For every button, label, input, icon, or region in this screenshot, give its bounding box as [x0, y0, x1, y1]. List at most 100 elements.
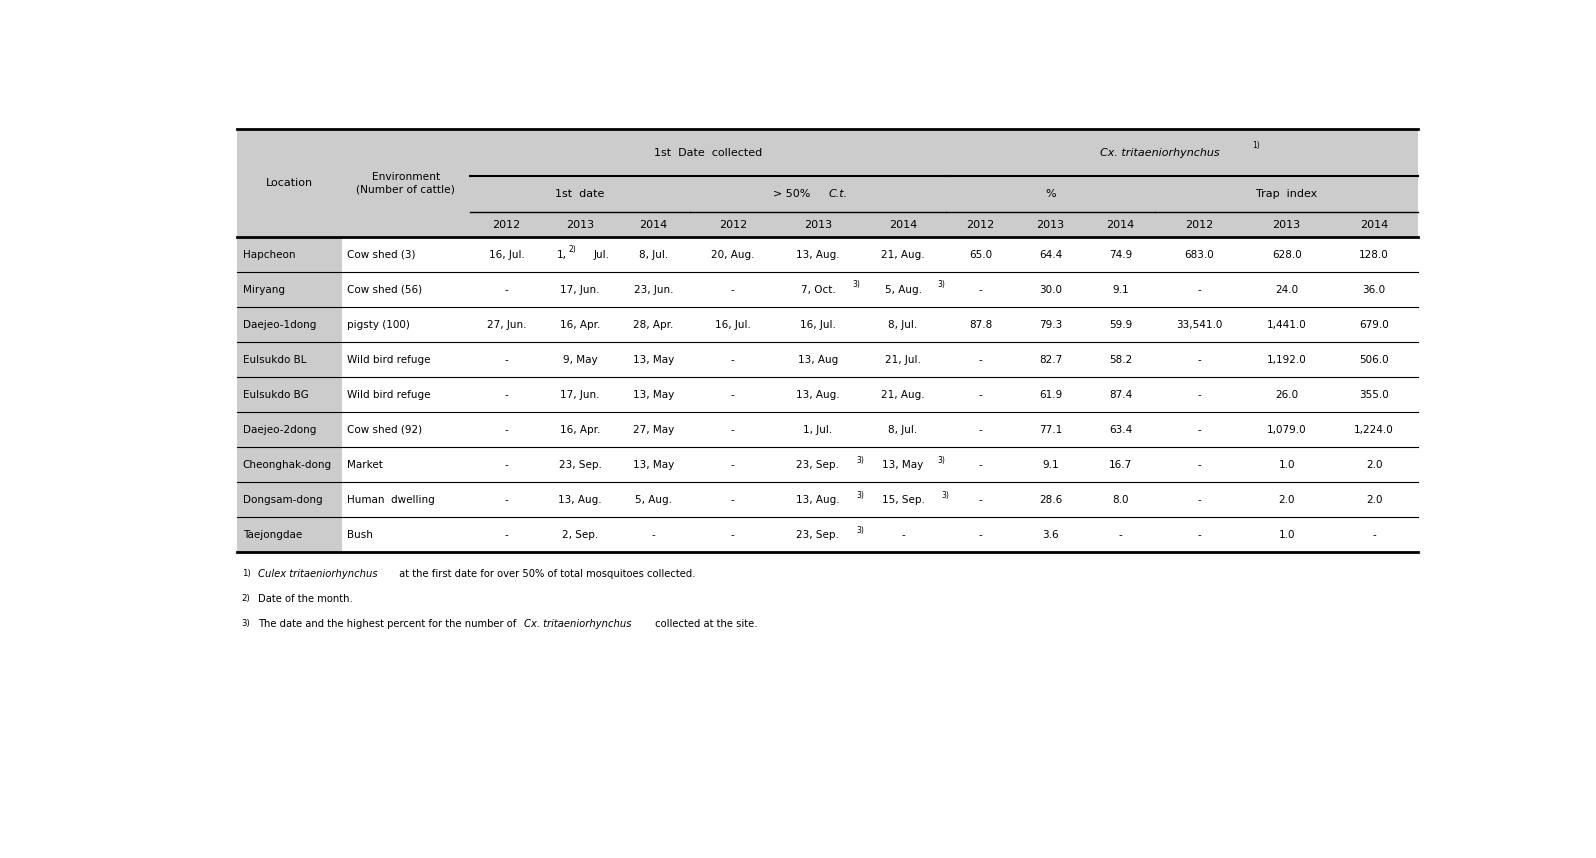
Text: -: -: [978, 285, 983, 294]
Text: 1): 1): [1253, 142, 1259, 150]
Text: Cow shed (92): Cow shed (92): [346, 425, 421, 435]
Text: 3): 3): [857, 526, 865, 535]
Text: Wild bird refuge: Wild bird refuge: [346, 390, 429, 400]
Text: -: -: [731, 425, 734, 435]
Text: 2013: 2013: [804, 220, 832, 230]
Text: -: -: [731, 495, 734, 505]
Text: 64.4: 64.4: [1039, 250, 1063, 260]
Text: Date of the month.: Date of the month.: [257, 594, 353, 604]
Text: -: -: [1197, 460, 1202, 469]
Text: 2.0: 2.0: [1366, 495, 1382, 505]
Text: 77.1: 77.1: [1039, 425, 1063, 435]
Text: Cx. tritaeniorhynchus: Cx. tritaeniorhynchus: [523, 619, 630, 629]
Text: 5, Aug.: 5, Aug.: [635, 495, 672, 505]
Text: 24.0: 24.0: [1275, 285, 1298, 294]
Text: 3): 3): [938, 456, 946, 464]
Text: 2013: 2013: [1272, 220, 1301, 230]
Text: 1,079.0: 1,079.0: [1267, 425, 1307, 435]
Text: 21, Aug.: 21, Aug.: [881, 250, 924, 260]
Text: Environment
(Number of cattle): Environment (Number of cattle): [356, 172, 455, 194]
Text: 2014: 2014: [640, 220, 667, 230]
Text: at the first date for over 50% of total mosquitoes collected.: at the first date for over 50% of total …: [396, 569, 696, 579]
Text: 17, Jun.: 17, Jun.: [560, 390, 600, 400]
Text: 36.0: 36.0: [1363, 285, 1385, 294]
Text: 3): 3): [857, 456, 865, 464]
Text: pigsty (100): pigsty (100): [346, 320, 410, 329]
Text: 13, Aug.: 13, Aug.: [796, 390, 839, 400]
Text: 2012: 2012: [493, 220, 520, 230]
Text: -: -: [1197, 390, 1202, 400]
Text: 1, Jul.: 1, Jul.: [803, 425, 833, 435]
Text: -: -: [504, 285, 509, 294]
Text: 1.0: 1.0: [1278, 529, 1294, 540]
Text: Cow shed (56): Cow shed (56): [346, 285, 421, 294]
Text: 13, May: 13, May: [883, 460, 924, 469]
Text: 9, May: 9, May: [563, 354, 597, 365]
Text: 23, Sep.: 23, Sep.: [796, 460, 839, 469]
Text: 2.0: 2.0: [1366, 460, 1382, 469]
Text: 679.0: 679.0: [1360, 320, 1389, 329]
Text: 2014: 2014: [1360, 220, 1389, 230]
Text: 17, Jun.: 17, Jun.: [560, 285, 600, 294]
Bar: [236, 378, 342, 412]
Text: -: -: [504, 460, 509, 469]
Text: -: -: [504, 495, 509, 505]
Bar: [236, 342, 342, 378]
Text: Taejongdae: Taejongdae: [243, 529, 302, 540]
Text: 61.9: 61.9: [1039, 390, 1063, 400]
Text: 87.4: 87.4: [1109, 390, 1132, 400]
Text: 21, Aug.: 21, Aug.: [881, 390, 924, 400]
Bar: [236, 482, 342, 517]
Text: -: -: [1197, 354, 1202, 365]
Text: Cow shed (3): Cow shed (3): [346, 250, 415, 260]
Text: 355.0: 355.0: [1360, 390, 1389, 400]
Text: 23, Sep.: 23, Sep.: [796, 529, 839, 540]
Text: -: -: [1197, 495, 1202, 505]
Text: 13, May: 13, May: [634, 460, 674, 469]
Text: 16, Jul.: 16, Jul.: [488, 250, 525, 260]
Text: -: -: [504, 425, 509, 435]
Text: -: -: [978, 495, 983, 505]
Text: 20, Aug.: 20, Aug.: [712, 250, 755, 260]
Bar: [236, 412, 342, 447]
Text: 16, Apr.: 16, Apr.: [560, 425, 600, 435]
Text: 28, Apr.: 28, Apr.: [634, 320, 674, 329]
Text: 1st  date: 1st date: [555, 189, 605, 199]
Text: Cx. tritaeniorhynchus: Cx. tritaeniorhynchus: [1100, 148, 1219, 158]
Text: 30.0: 30.0: [1039, 285, 1061, 294]
Text: Bush: Bush: [346, 529, 372, 540]
Text: 1,: 1,: [557, 250, 567, 260]
Text: -: -: [978, 529, 983, 540]
Text: The date and the highest percent for the number of: The date and the highest percent for the…: [257, 619, 519, 629]
Text: Trap  index: Trap index: [1256, 189, 1317, 199]
Text: Dongsam-dong: Dongsam-dong: [243, 495, 322, 505]
Text: 2, Sep.: 2, Sep.: [562, 529, 598, 540]
Text: 2): 2): [241, 594, 251, 603]
Text: 7, Oct.: 7, Oct.: [801, 285, 835, 294]
Text: 13, Aug.: 13, Aug.: [796, 495, 839, 505]
Text: -: -: [1373, 529, 1376, 540]
Text: Eulsukdo BG: Eulsukdo BG: [243, 390, 308, 400]
Text: 2012: 2012: [1186, 220, 1213, 230]
Text: 13, Aug.: 13, Aug.: [796, 250, 839, 260]
Text: 79.3: 79.3: [1039, 320, 1063, 329]
Text: 27, May: 27, May: [634, 425, 674, 435]
Bar: [342, 378, 1417, 412]
Text: C.t.: C.t.: [828, 189, 847, 199]
Text: Hapcheon: Hapcheon: [243, 250, 295, 260]
Text: 16, Apr.: 16, Apr.: [560, 320, 600, 329]
Text: 8.0: 8.0: [1112, 495, 1128, 505]
Text: 74.9: 74.9: [1109, 250, 1132, 260]
Text: 28.6: 28.6: [1039, 495, 1063, 505]
Text: 23, Jun.: 23, Jun.: [634, 285, 674, 294]
Bar: [236, 130, 1417, 237]
Text: 2): 2): [568, 245, 576, 255]
Bar: [236, 237, 342, 272]
Text: -: -: [504, 354, 509, 365]
Bar: [342, 482, 1417, 517]
Text: 683.0: 683.0: [1184, 250, 1215, 260]
Text: -: -: [651, 529, 656, 540]
Text: 5, Aug.: 5, Aug.: [884, 285, 921, 294]
Text: 65.0: 65.0: [969, 250, 993, 260]
Text: -: -: [731, 354, 734, 365]
